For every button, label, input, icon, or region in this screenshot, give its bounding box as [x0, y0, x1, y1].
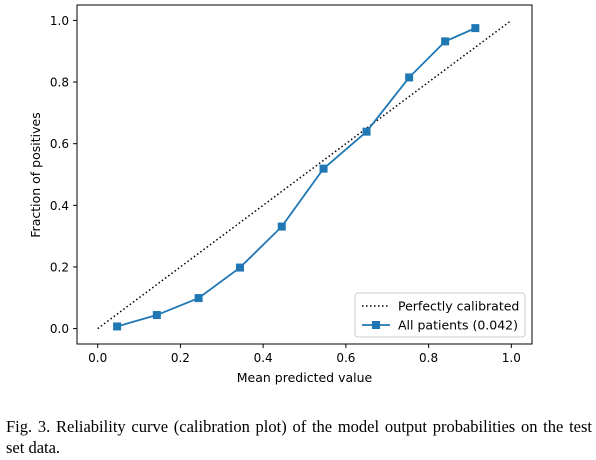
figure-caption: Fig. 3. Reliability curve (calibration p…	[6, 417, 592, 457]
data-point-all-patients	[362, 127, 371, 136]
y-axis-ticks: 0.0 0.2 0.4 0.6 0.8 1.0	[50, 14, 77, 336]
plot-frame	[76, 4, 533, 345]
x-tick-label: 0.8	[419, 351, 438, 365]
data-point-all-patients	[277, 222, 286, 231]
x-tick-label: 1.0	[502, 351, 521, 365]
legend-label-perfect: Perfectly calibrated	[398, 299, 519, 314]
data-point-all-patients	[405, 73, 414, 82]
x-tick-label: 0.6	[336, 351, 355, 365]
y-tick-label: 0.8	[50, 76, 69, 90]
data-point-all-patients	[471, 24, 480, 33]
calibration-figure: 0.0 0.2 0.4 0.6 0.8 1.0 0.0 0.2 0.4 0.6 0.8 1.0 Me…	[28, 4, 533, 385]
series-line-all-patients	[116, 27, 476, 328]
x-axis-ticks: 0.0 0.2 0.4 0.6 0.8 1.0	[88, 344, 521, 365]
legend: Perfectly calibrated All patients (0.042…	[354, 292, 526, 338]
y-tick-label: 0.4	[50, 199, 69, 213]
y-tick-label: 0.0	[50, 322, 69, 336]
data-point-all-patients	[235, 263, 244, 272]
x-axis-label: Mean predicted value	[237, 370, 373, 385]
y-axis-label: Fraction of positives	[28, 112, 43, 237]
series-line-perfectly-calibrated	[97, 19, 512, 330]
y-tick-label: 0.2	[50, 260, 69, 274]
legend-marker-patients	[372, 321, 380, 329]
y-tick-label: 1.0	[50, 14, 69, 28]
y-tick-label: 0.6	[50, 137, 69, 151]
data-point-all-patients	[319, 164, 328, 173]
legend-label-patients: All patients (0.042)	[398, 318, 518, 333]
data-point-all-patients	[113, 322, 122, 331]
legend-box	[354, 292, 526, 338]
x-tick-label: 0.4	[254, 351, 273, 365]
data-point-all-patients	[194, 294, 203, 303]
x-tick-label: 0.2	[171, 351, 190, 365]
data-point-all-patients	[152, 311, 161, 320]
data-point-all-patients	[441, 37, 450, 46]
x-tick-label: 0.0	[88, 351, 107, 365]
series-layer	[97, 19, 512, 331]
